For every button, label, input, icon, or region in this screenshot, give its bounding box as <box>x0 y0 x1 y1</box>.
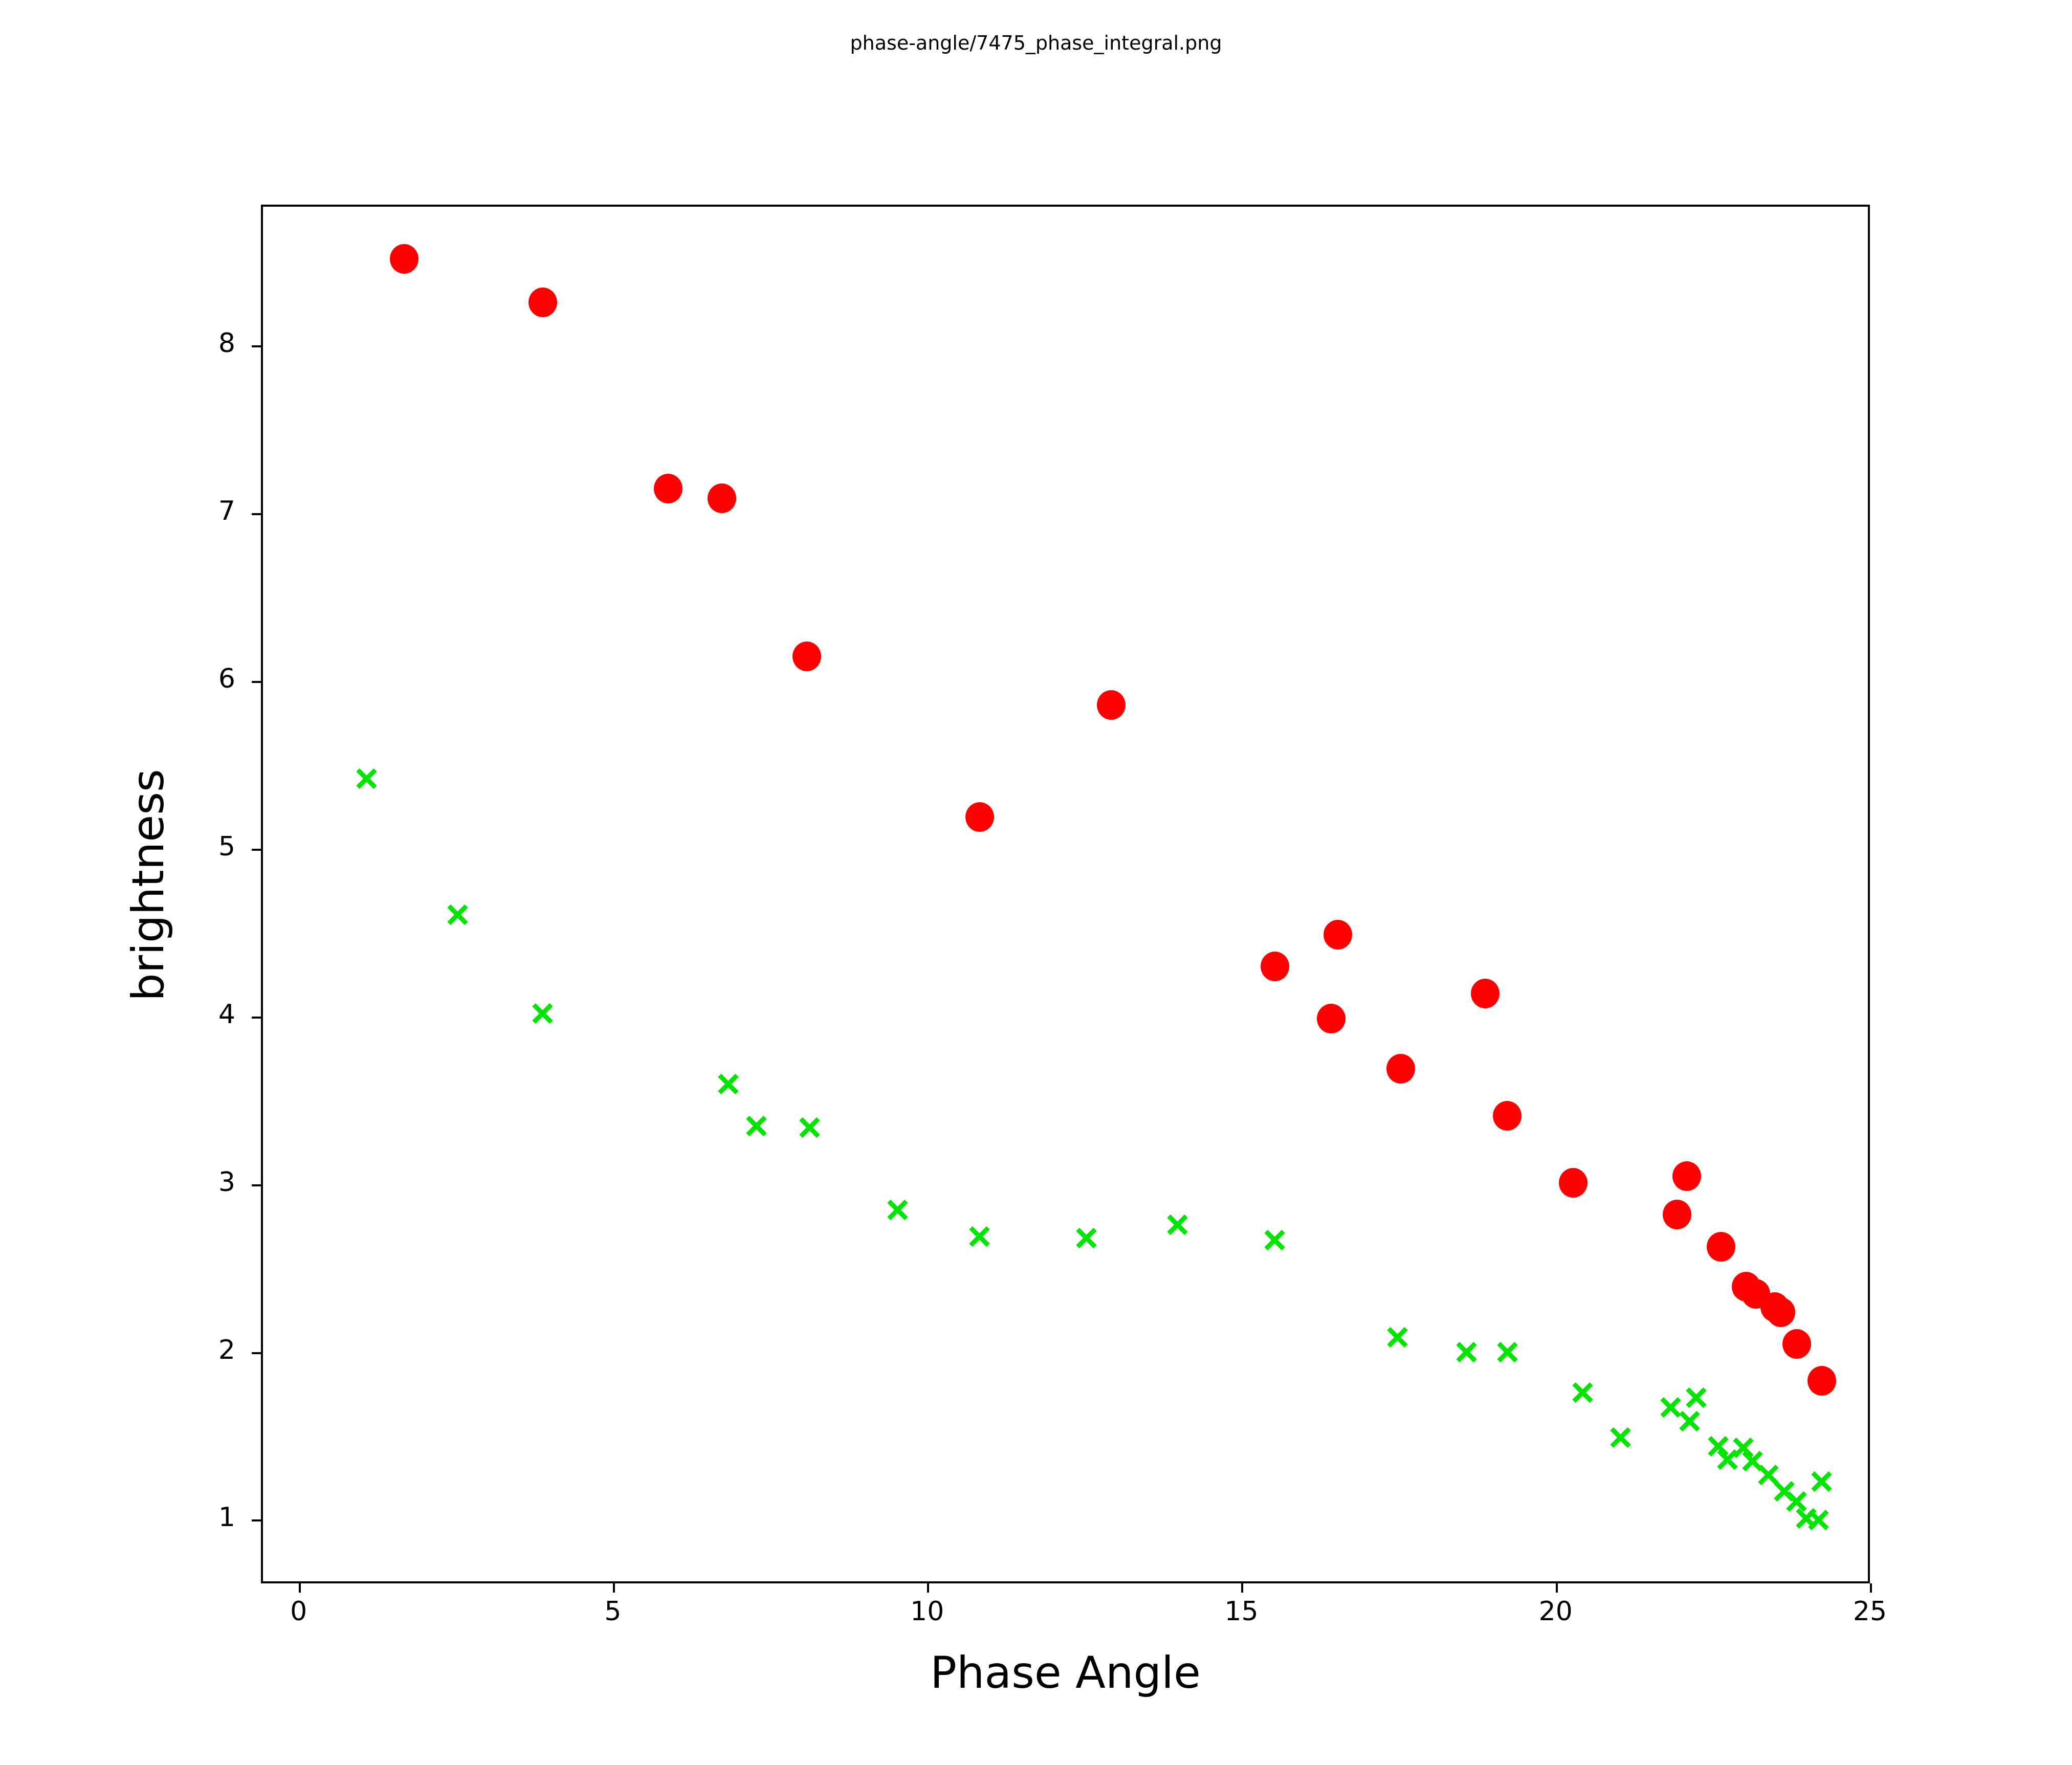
data-points-layer <box>263 207 1868 1581</box>
y-tick-label: 2 <box>218 1334 235 1365</box>
x-tick-label: 20 <box>1538 1596 1573 1627</box>
data-point-red-series <box>1386 1054 1415 1084</box>
data-point-green-series <box>1713 1445 1742 1474</box>
x-tick-mark <box>1555 1583 1558 1593</box>
data-point-green-series <box>884 1196 912 1224</box>
data-point-green-series <box>1163 1210 1192 1239</box>
data-point-red-series <box>1807 1366 1836 1396</box>
data-point-red-series <box>1663 1200 1692 1230</box>
data-point-green-series <box>528 999 557 1028</box>
y-tick-label: 1 <box>218 1502 235 1533</box>
x-tick-mark <box>927 1583 930 1593</box>
data-point-red-series <box>1323 919 1352 950</box>
data-point-green-series <box>965 1222 994 1251</box>
x-tick-label: 10 <box>910 1596 944 1627</box>
y-tick-label: 3 <box>218 1166 235 1198</box>
data-point-green-series <box>742 1112 770 1140</box>
figure-title: phase-angle/7475_phase_integral.png <box>850 32 1222 54</box>
data-point-red-series <box>1097 690 1126 720</box>
y-tick-mark <box>252 1016 261 1019</box>
data-point-red-series <box>390 244 419 274</box>
x-tick-mark <box>1870 1583 1872 1593</box>
data-point-red-series <box>965 802 994 832</box>
data-point-green-series <box>1383 1323 1412 1352</box>
y-tick-mark <box>252 681 261 683</box>
x-tick-mark <box>298 1583 301 1593</box>
x-tick-mark <box>612 1583 615 1593</box>
data-point-red-series <box>654 473 683 503</box>
y-tick-mark <box>252 345 261 348</box>
data-point-green-series <box>352 764 381 793</box>
data-point-green-series <box>1569 1378 1597 1407</box>
data-point-red-series <box>792 641 821 671</box>
data-point-green-series <box>444 900 472 929</box>
data-point-red-series <box>1766 1297 1795 1327</box>
data-point-green-series <box>1804 1506 1833 1534</box>
x-tick-label: 25 <box>1853 1596 1887 1627</box>
y-tick-label: 4 <box>218 999 235 1030</box>
y-tick-label: 7 <box>218 496 235 527</box>
y-tick-label: 6 <box>218 664 235 695</box>
data-point-green-series <box>1261 1226 1289 1254</box>
data-point-red-series <box>528 287 557 317</box>
data-point-red-series <box>1493 1100 1522 1131</box>
data-point-green-series <box>1452 1338 1481 1366</box>
data-point-red-series <box>1317 1003 1346 1033</box>
data-point-green-series <box>714 1070 742 1098</box>
y-axis-title: brightness <box>123 769 174 1001</box>
data-point-red-series <box>1707 1231 1736 1262</box>
data-point-red-series <box>707 483 736 514</box>
data-point-green-series <box>1493 1338 1522 1366</box>
data-point-green-series <box>1072 1224 1100 1252</box>
y-tick-mark <box>252 1184 261 1186</box>
y-tick-mark <box>252 1519 261 1522</box>
data-point-green-series <box>1808 1467 1836 1496</box>
x-tick-label: 0 <box>290 1596 307 1627</box>
x-tick-label: 15 <box>1224 1596 1259 1627</box>
data-point-red-series <box>1260 952 1289 982</box>
data-point-red-series <box>1782 1329 1811 1359</box>
x-axis-title: Phase Angle <box>930 1647 1201 1698</box>
y-tick-mark <box>252 1352 261 1354</box>
y-tick-label: 5 <box>218 831 235 862</box>
x-tick-mark <box>1241 1583 1244 1593</box>
plot-area <box>261 205 1870 1583</box>
data-point-green-series <box>796 1113 824 1142</box>
y-tick-label: 8 <box>218 328 235 359</box>
y-tick-mark <box>252 513 261 516</box>
data-point-green-series <box>1676 1407 1704 1436</box>
data-point-red-series <box>1672 1161 1701 1192</box>
data-point-red-series <box>1559 1168 1588 1198</box>
data-point-red-series <box>1471 978 1500 1008</box>
data-point-green-series <box>1606 1423 1635 1452</box>
x-tick-label: 5 <box>604 1596 622 1627</box>
y-tick-mark <box>252 848 261 851</box>
